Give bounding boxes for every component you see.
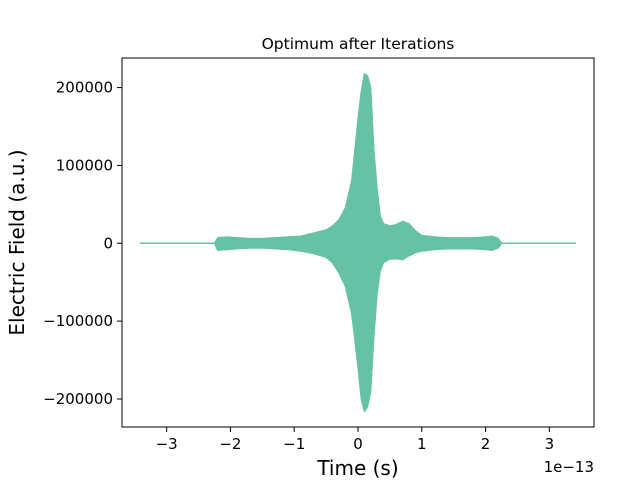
x-tick-label: 0	[353, 435, 363, 453]
y-tick-label: 0	[103, 234, 113, 252]
plot-area	[139, 72, 577, 413]
series-line	[139, 72, 577, 413]
x-tick-label: 1	[417, 435, 427, 453]
x-tick-label: −2	[219, 435, 241, 453]
x-axis: −3 −2 −1 0 1 2 3	[156, 427, 555, 453]
y-axis-label: Electric Field (a.u.)	[5, 149, 29, 335]
chart-title: Optimum after Iterations	[262, 35, 455, 53]
x-axis-label: Time (s)	[316, 456, 398, 480]
x-tick-label: −1	[283, 435, 305, 453]
y-axis: −200000 −100000 0 100000 200000	[43, 79, 122, 408]
x-axis-offset-label: 1e−13	[544, 458, 594, 476]
x-tick-label: −3	[156, 435, 178, 453]
y-tick-label: −200000	[43, 390, 113, 408]
y-tick-label: 200000	[56, 79, 113, 97]
x-tick-label: 2	[481, 435, 491, 453]
y-tick-label: 100000	[56, 156, 113, 174]
x-tick-label: 3	[545, 435, 555, 453]
y-tick-label: −100000	[43, 312, 113, 330]
